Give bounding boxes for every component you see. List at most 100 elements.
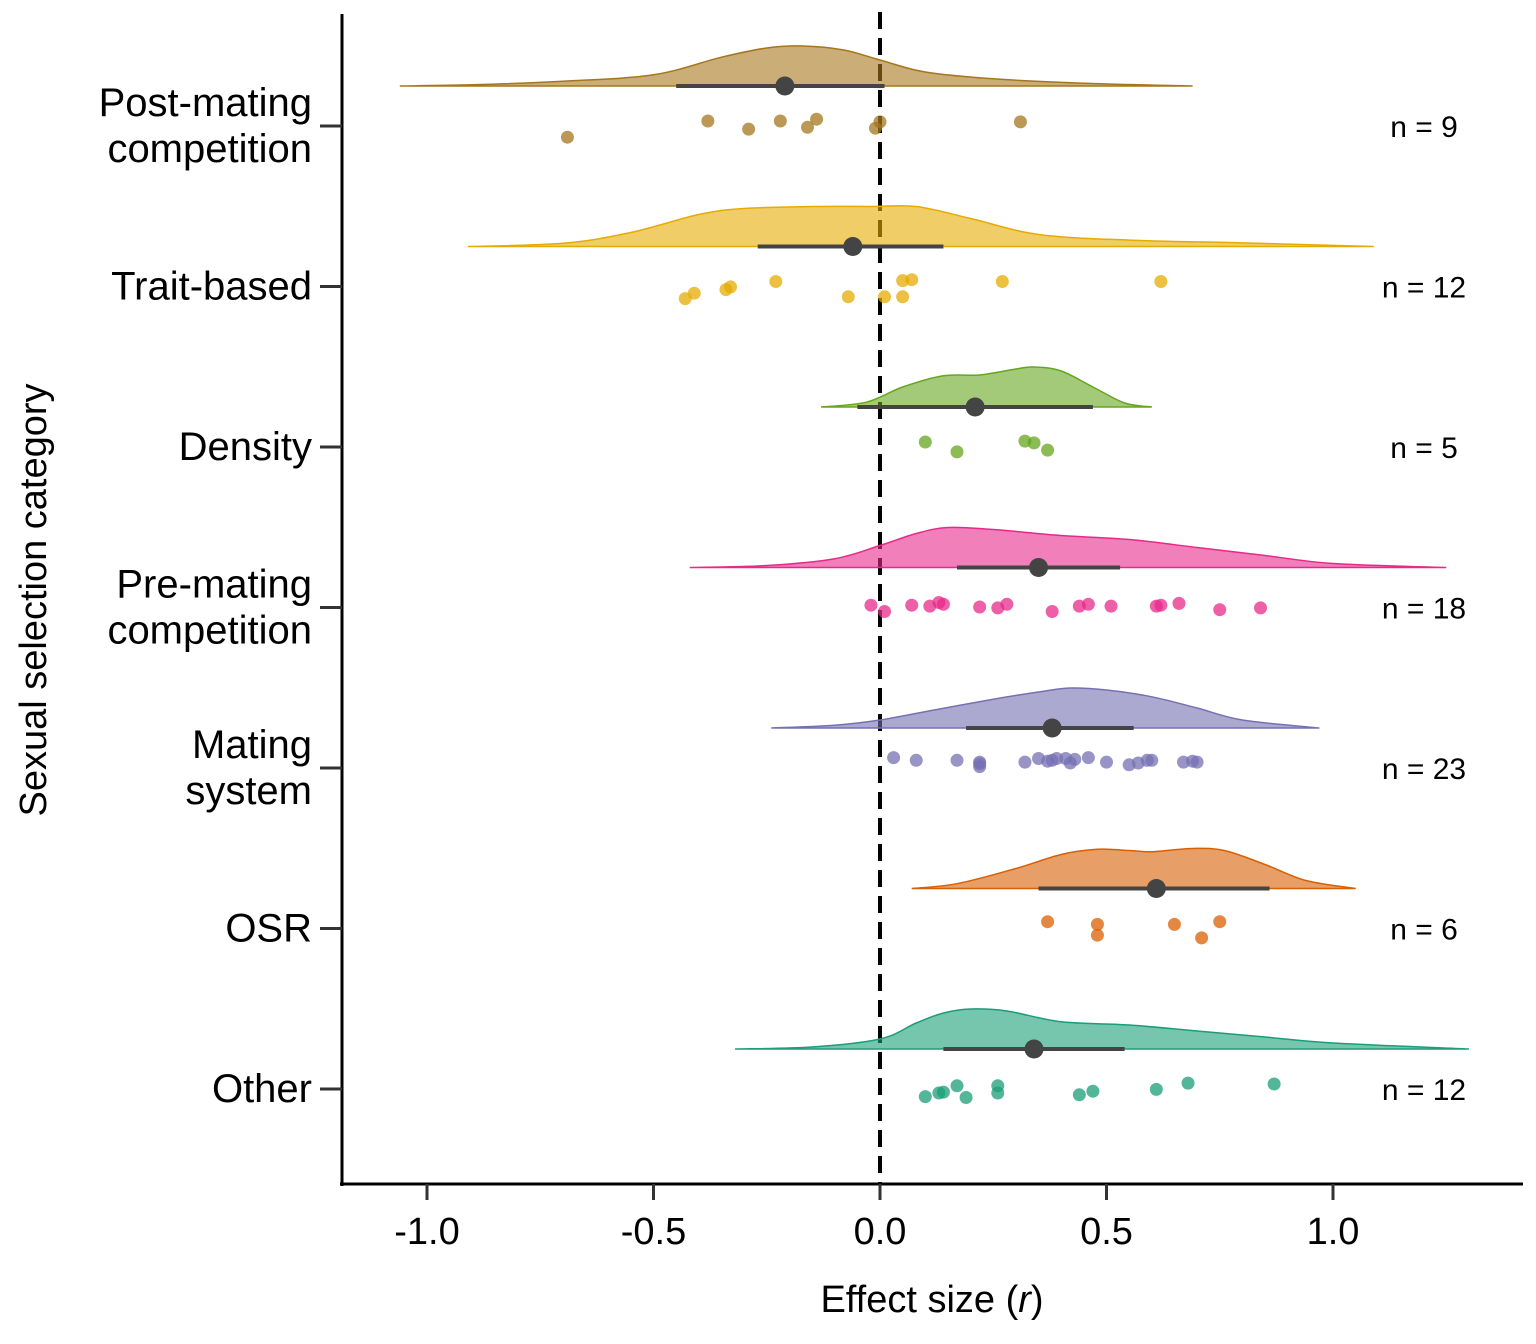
- data-point: [1104, 599, 1118, 613]
- data-point: [841, 290, 855, 304]
- data-point: [773, 114, 787, 128]
- data-point: [1072, 599, 1086, 613]
- data-point: [918, 1090, 932, 1104]
- data-point: [1081, 751, 1095, 765]
- data-point: [950, 753, 964, 767]
- x-tick-label: -0.5: [621, 1211, 686, 1253]
- category-label: Mating: [192, 723, 312, 767]
- n-label: n = 12: [1382, 272, 1466, 305]
- n-label: n = 5: [1390, 432, 1458, 465]
- plot-area: [399, 12, 1469, 1184]
- data-point: [1213, 603, 1227, 617]
- data-point: [1086, 1084, 1100, 1098]
- category-label: system: [185, 769, 312, 813]
- category-pre-mating-competition: [689, 526, 1447, 618]
- data-point: [905, 273, 919, 287]
- data-point: [742, 122, 756, 136]
- data-point: [995, 275, 1009, 288]
- density-curve: [821, 366, 1152, 408]
- x-axis-title: Effect size (r): [820, 1279, 1043, 1321]
- data-point: [1122, 758, 1136, 772]
- data-point: [936, 597, 950, 611]
- x-tick-label: -1.0: [394, 1211, 459, 1253]
- data-point: [1041, 443, 1055, 457]
- category-mating-system: [771, 687, 1320, 774]
- data-point: [973, 760, 987, 774]
- n-label: n = 23: [1382, 753, 1466, 786]
- data-point: [1190, 755, 1204, 769]
- n-label: n = 18: [1382, 593, 1466, 626]
- density-curve: [467, 204, 1374, 248]
- category-label: Other: [212, 1067, 312, 1111]
- mean-point: [1146, 879, 1166, 898]
- category-label: Post-mating: [99, 81, 312, 125]
- x-tick-label: 1.0: [1307, 1211, 1360, 1253]
- data-point: [1213, 915, 1227, 929]
- data-point: [868, 121, 882, 135]
- data-point: [1254, 601, 1268, 615]
- x-axis-title-variable: r: [1018, 1279, 1032, 1321]
- mean-point: [1042, 718, 1062, 738]
- data-point: [1018, 755, 1032, 769]
- data-point: [560, 130, 574, 144]
- data-point: [1195, 931, 1209, 945]
- category-osr: [911, 847, 1356, 945]
- density-curve: [689, 526, 1447, 569]
- category-label: Trait-based: [111, 265, 312, 309]
- data-point: [1100, 755, 1113, 769]
- data-point: [1063, 756, 1077, 770]
- category-label: OSR: [225, 907, 312, 951]
- category-post-mating-competition: [399, 45, 1193, 144]
- density-curve: [399, 45, 1193, 87]
- data-point: [678, 292, 692, 306]
- data-point: [1090, 917, 1104, 931]
- density-curve: [771, 687, 1320, 729]
- mean-point: [965, 397, 985, 417]
- x-tick-label: 0.5: [1080, 1211, 1133, 1253]
- category-label: competition: [107, 127, 312, 171]
- category-density: [821, 366, 1152, 459]
- data-point: [1041, 915, 1055, 929]
- category-other: [735, 1008, 1469, 1104]
- data-point: [1154, 275, 1168, 288]
- data-point: [923, 599, 937, 613]
- data-point: [1013, 115, 1027, 129]
- category-trait-based: [467, 204, 1374, 306]
- data-point: [959, 1091, 973, 1104]
- data-point: [909, 753, 923, 767]
- data-point: [991, 1086, 1005, 1100]
- data-point: [991, 601, 1005, 615]
- category-label: competition: [107, 609, 312, 653]
- data-point: [1027, 436, 1041, 450]
- x-tick-label: 0.0: [854, 1211, 907, 1253]
- data-point: [918, 435, 932, 449]
- data-point: [1090, 928, 1104, 942]
- data-point: [878, 290, 892, 304]
- data-point: [1154, 598, 1168, 612]
- data-point: [1172, 596, 1186, 610]
- density-curve: [735, 1008, 1469, 1050]
- x-axis-title-prefix: Effect size (: [820, 1279, 1018, 1321]
- data-point: [719, 283, 733, 297]
- data-point: [769, 275, 783, 288]
- data-point: [1267, 1077, 1281, 1091]
- mean-point: [843, 237, 863, 256]
- data-point: [801, 120, 815, 134]
- data-point: [950, 445, 964, 459]
- data-point: [973, 600, 987, 614]
- n-label: n = 12: [1382, 1074, 1466, 1107]
- axes: [320, 14, 1523, 1200]
- data-point: [1149, 1082, 1163, 1096]
- data-point: [878, 605, 892, 618]
- data-point: [864, 598, 878, 612]
- density-curve: [911, 847, 1356, 890]
- mean-point: [1024, 1039, 1044, 1059]
- category-label: Pre-mating: [116, 563, 312, 607]
- data-point: [887, 751, 901, 765]
- mean-point: [775, 76, 795, 96]
- n-label: n = 6: [1390, 914, 1458, 947]
- data-point: [1181, 1076, 1195, 1090]
- data-point: [701, 114, 715, 128]
